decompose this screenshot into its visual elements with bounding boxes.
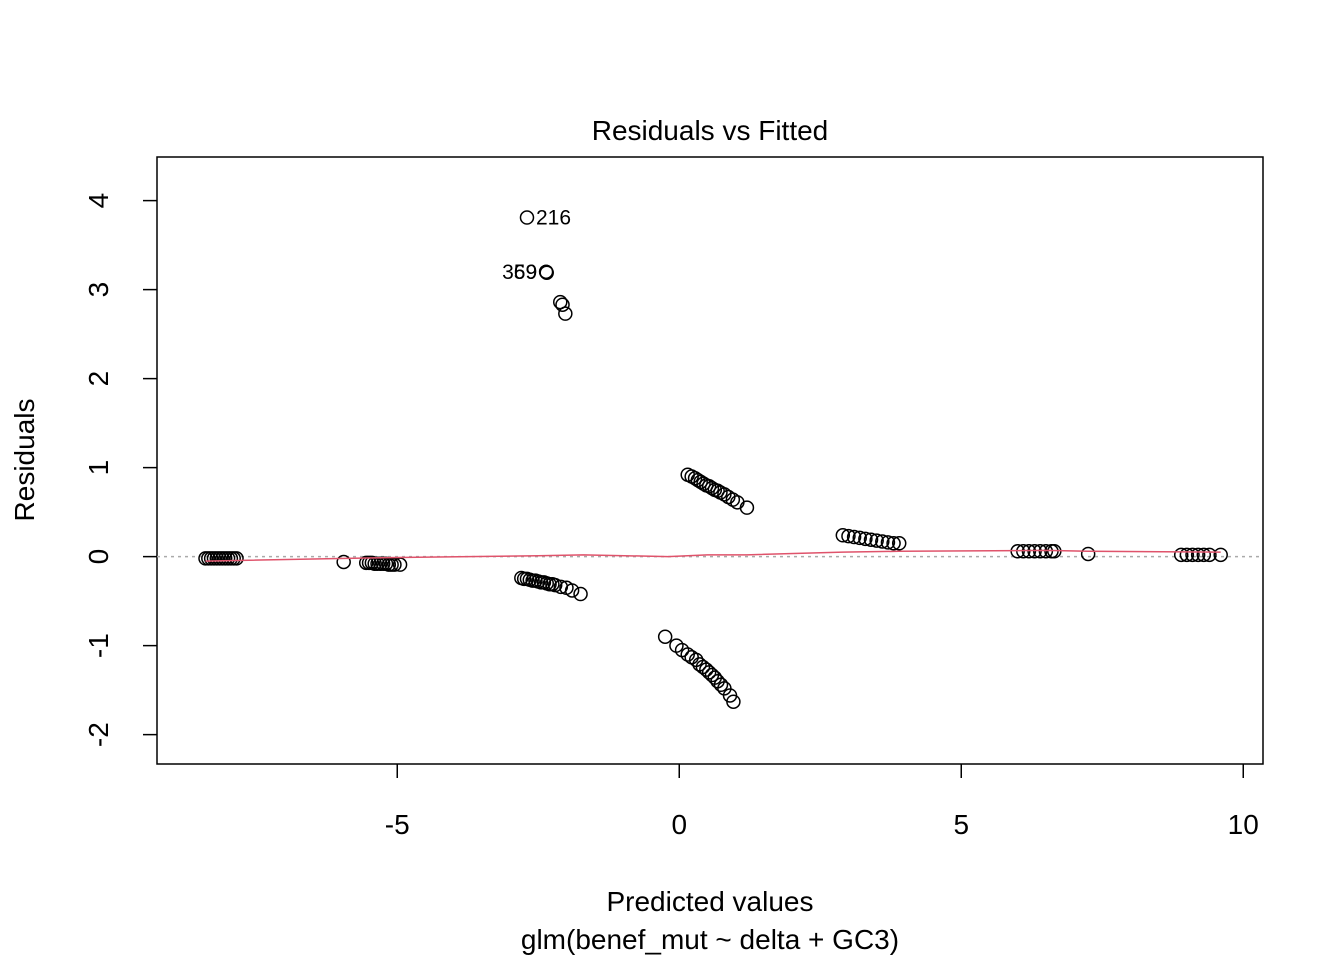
point xyxy=(229,551,244,566)
point xyxy=(841,528,856,544)
point-label: 216 xyxy=(536,207,571,230)
x-tick-label: 5 xyxy=(953,809,969,840)
point xyxy=(1080,546,1096,562)
y-tick-label: 3 xyxy=(83,282,114,298)
point xyxy=(852,530,867,546)
point xyxy=(886,536,901,551)
point xyxy=(863,532,879,547)
point xyxy=(699,662,714,677)
point xyxy=(880,535,896,550)
point-label: 369 xyxy=(502,261,537,284)
point xyxy=(573,586,588,602)
point xyxy=(875,534,890,549)
y-tick-label: -2 xyxy=(83,722,114,747)
point xyxy=(891,536,907,551)
x-tick-label: -5 xyxy=(385,809,410,840)
point xyxy=(858,531,873,547)
point xyxy=(564,583,580,598)
point xyxy=(1038,544,1054,559)
point xyxy=(701,665,717,680)
point xyxy=(1173,547,1189,563)
x-tick-label: 10 xyxy=(1228,809,1259,840)
point xyxy=(717,487,732,502)
x-tick-label: 0 xyxy=(671,809,687,840)
y-tick-label: 2 xyxy=(83,371,114,387)
subtitle: glm(benef_mut ~ delta + GC3) xyxy=(521,924,899,955)
point xyxy=(846,529,862,545)
plot-frame xyxy=(156,156,1264,765)
point xyxy=(835,528,851,543)
point xyxy=(869,533,884,548)
point xyxy=(1027,544,1042,559)
point xyxy=(713,677,729,693)
point xyxy=(1190,547,1206,563)
point xyxy=(1196,547,1212,563)
point xyxy=(336,554,351,570)
y-tick-label: 0 xyxy=(83,549,114,565)
point-label: 59 xyxy=(514,261,537,284)
y-tick-label: 1 xyxy=(83,460,114,476)
point xyxy=(1185,547,1200,563)
point xyxy=(555,297,570,312)
point xyxy=(1202,547,1217,563)
point xyxy=(710,483,725,499)
point xyxy=(1213,547,1228,563)
point xyxy=(726,694,741,709)
y-tick-label: -1 xyxy=(83,633,114,658)
y-axis-label: Residuals xyxy=(9,399,40,522)
point xyxy=(680,647,695,662)
point xyxy=(547,577,563,593)
point xyxy=(1032,544,1048,559)
smooth-line xyxy=(205,549,1221,562)
point xyxy=(558,306,573,321)
x-axis-label: Predicted values xyxy=(606,886,813,917)
point xyxy=(538,264,554,280)
point xyxy=(1179,547,1195,563)
point xyxy=(657,629,673,644)
point xyxy=(519,210,535,225)
point xyxy=(739,500,755,515)
chart-title: Residuals vs Fitted xyxy=(592,115,829,146)
y-tick-label: 4 xyxy=(83,193,114,209)
